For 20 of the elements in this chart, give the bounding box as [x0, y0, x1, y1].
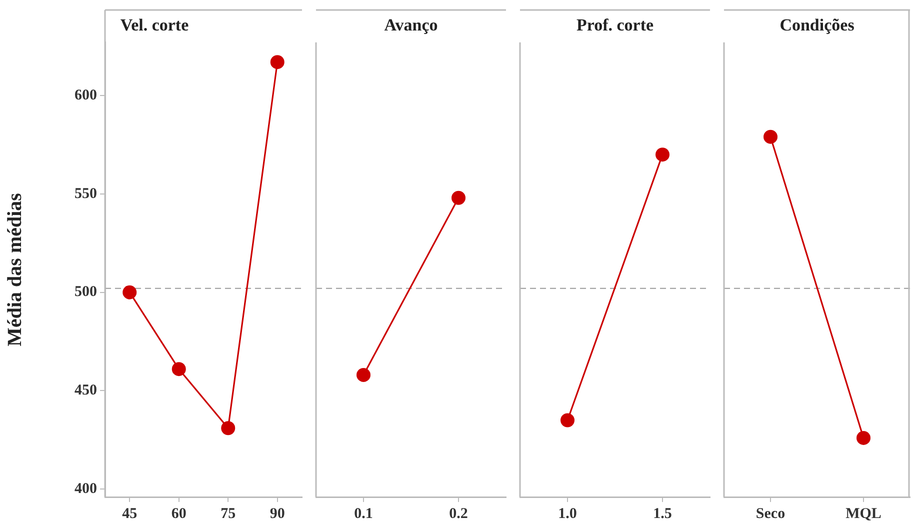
y-axis-title: Média das médias	[4, 192, 26, 346]
x-tick-label: 60	[171, 506, 186, 522]
chart-title: Prof. corte	[576, 16, 654, 35]
chart-title: Vel. corte	[120, 16, 190, 35]
x-tick-label: 1.0	[558, 506, 577, 522]
y-tick-label: 600	[74, 87, 97, 104]
x-tick-label: 90	[270, 506, 285, 522]
x-tick-label: MQL	[846, 506, 882, 522]
x-tick-label: 0.1	[354, 506, 373, 522]
chart-title: Condições	[780, 16, 855, 35]
y-tick-label: 400	[74, 481, 97, 498]
y-tick-label: 450	[74, 382, 97, 399]
y-tick-label: 550	[74, 186, 97, 202]
x-tick-label: 45	[122, 506, 138, 522]
x-tick-label: 1.5	[653, 506, 672, 522]
chart-title: Avanço	[384, 16, 438, 35]
x-tick-label: 0.2	[449, 506, 468, 522]
x-tick-label: 75	[220, 506, 236, 522]
y-tick-label: 500	[74, 284, 97, 300]
x-tick-label: Seco	[756, 506, 786, 522]
